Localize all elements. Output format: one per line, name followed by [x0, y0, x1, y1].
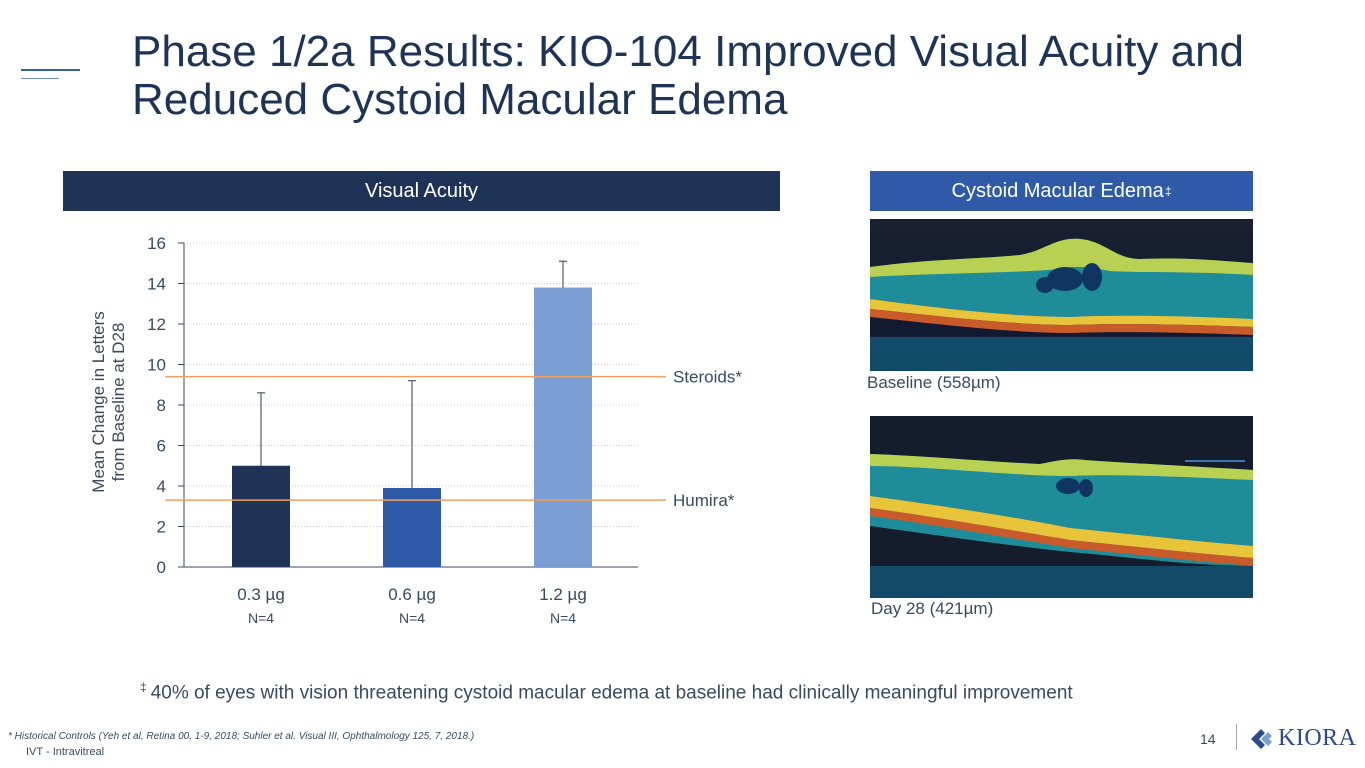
y-tick-label: 12	[147, 315, 166, 334]
cme-header-text: Cystoid Macular Edema	[951, 179, 1164, 202]
footnote-text: 40% of eyes with vision threatening cyst…	[150, 682, 1073, 704]
n-label: N=4	[399, 610, 425, 626]
page-number: 14	[1200, 731, 1216, 747]
oct-scan-day28	[870, 416, 1253, 598]
bar-1	[232, 465, 290, 567]
y-axis-label: Mean Change in Lettersfrom Baseline at D…	[89, 311, 128, 492]
y-tick-label: 16	[147, 234, 166, 253]
reference-line-label: Steroids*	[673, 368, 742, 387]
ivt-abbreviation: IVT - Intravitreal	[26, 746, 105, 758]
y-tick-label: 6	[157, 437, 166, 456]
cme-footnote: ‡ 40% of eyes with vision threatening cys…	[140, 680, 1073, 704]
decorative-rule-short	[21, 78, 59, 79]
footer-separator	[1236, 724, 1237, 750]
n-label: N=4	[550, 610, 576, 626]
kiora-logo: KIORA	[1249, 725, 1357, 752]
y-tick-label: 0	[157, 558, 166, 577]
historical-controls-reference: * Historical Controls (Yeh et al, Retina…	[8, 731, 475, 742]
category-label: 0.6 µg	[388, 585, 436, 604]
reference-line-label: Humira*	[673, 491, 735, 510]
bar-2	[383, 488, 441, 567]
visual-acuity-header-text: Visual Acuity	[364, 179, 479, 202]
y-tick-label: 10	[147, 356, 166, 375]
n-label: N=4	[248, 610, 274, 626]
footnote-mark: ‡	[140, 680, 147, 694]
y-tick-label: 14	[147, 275, 166, 294]
oct-scan-baseline	[870, 219, 1253, 371]
day28-caption: Day 28 (421µm)	[871, 599, 994, 618]
visual-acuity-header: Visual Acuity	[63, 171, 780, 211]
decorative-rule	[21, 69, 80, 71]
cme-header: Cystoid Macular Edema ‡	[870, 171, 1253, 211]
y-tick-label: 2	[157, 518, 166, 537]
category-label: 1.2 µg	[539, 585, 587, 604]
kiora-logo-icon	[1251, 728, 1272, 749]
baseline-caption: Baseline (558µm)	[867, 373, 1001, 392]
slide-title: Phase 1/2a Results: KIO-104 Improved Vis…	[132, 27, 1245, 124]
visual-acuity-chart: 0 2 4 6 8 10 12 14 16 Mean Change in Lettersfrom …	[89, 234, 742, 626]
cme-header-mark: ‡	[1164, 184, 1172, 198]
y-tick-label: 8	[157, 396, 166, 415]
bar-3	[534, 287, 592, 567]
category-label: 0.3 µg	[237, 585, 285, 604]
kiora-logo-text: KIORA	[1278, 725, 1357, 751]
y-tick-label: 4	[157, 477, 166, 496]
